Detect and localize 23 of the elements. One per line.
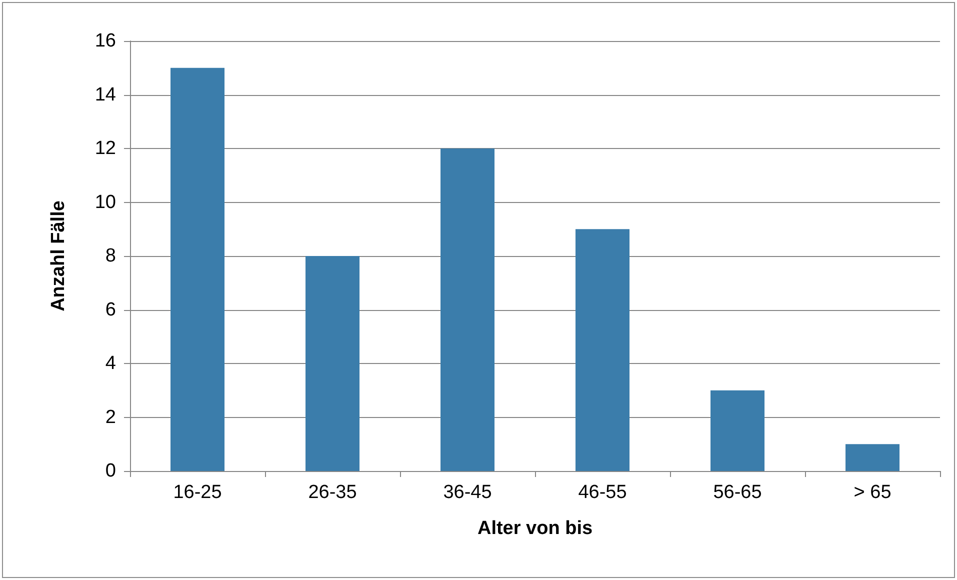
y-tick-label: 8 [105, 246, 116, 266]
x-tick-label: 56-65 [713, 482, 762, 503]
bar [170, 68, 224, 471]
x-tick-label: 26-35 [308, 482, 357, 503]
bar [710, 390, 764, 471]
bar [306, 256, 360, 471]
y-axis-title: Anzahl Fälle [48, 200, 69, 312]
y-tick-label: 0 [105, 460, 116, 482]
y-tick-label: 14 [94, 84, 116, 106]
x-tick-label: > 65 [854, 482, 892, 503]
bar [440, 148, 494, 471]
y-tick-label: 6 [105, 299, 116, 320]
y-tick-label: 16 [94, 30, 116, 52]
y-tick-label: 2 [105, 406, 116, 428]
y-tick-label: 4 [105, 353, 116, 374]
x-tick-label: 16-25 [173, 482, 222, 503]
x-tick-label: 46-55 [578, 482, 627, 503]
x-tick-label: 36-45 [443, 482, 492, 503]
x-axis-title: Alter von bis [477, 518, 593, 539]
y-tick-label: 12 [94, 138, 116, 159]
bar [846, 444, 900, 471]
bar [576, 229, 630, 471]
y-tick-label: 10 [94, 192, 116, 213]
